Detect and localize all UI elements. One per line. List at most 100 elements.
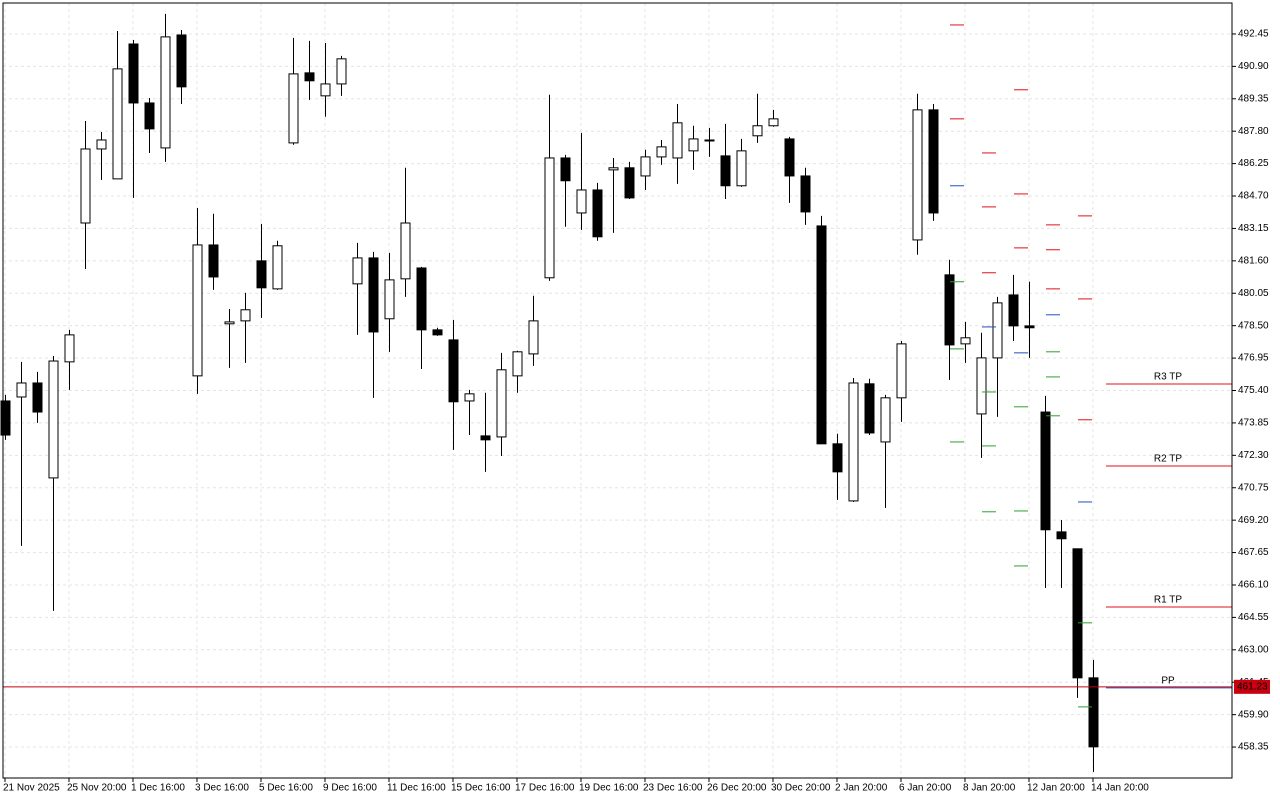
candle-body bbox=[608, 167, 619, 171]
labels: 492.45 490.90 489.35 487.80 486.25 484.70 483.… bbox=[3, 29, 1270, 794]
x-tick-label: 3 Dec 16:00 bbox=[195, 783, 249, 794]
candle-body bbox=[64, 334, 75, 363]
candle-body bbox=[736, 150, 747, 187]
y-tick-label: 478.50 bbox=[1238, 320, 1269, 331]
candle-body bbox=[640, 156, 651, 177]
y-tick-label: 484.70 bbox=[1238, 191, 1269, 202]
candle-body bbox=[176, 34, 187, 88]
candle-body bbox=[0, 400, 11, 436]
y-tick-label: 481.60 bbox=[1238, 255, 1269, 266]
x-tick-label: 1 Dec 16:00 bbox=[131, 783, 185, 794]
last-price-label: 461.23 bbox=[1237, 681, 1268, 692]
candle-body bbox=[16, 382, 27, 398]
candle-body bbox=[320, 83, 331, 97]
candle-body bbox=[928, 109, 939, 214]
candle-body bbox=[304, 72, 315, 82]
x-tick-label: 26 Dec 20:00 bbox=[707, 783, 767, 794]
x-tick-label: 25 Nov 20:00 bbox=[67, 783, 127, 794]
candle-body bbox=[288, 73, 299, 144]
candle-body bbox=[784, 138, 795, 177]
last-price-tag bbox=[1234, 679, 1270, 694]
x-tick-label: 11 Dec 16:00 bbox=[387, 783, 446, 794]
candle-body bbox=[240, 309, 251, 322]
y-tick-label: 492.45 bbox=[1238, 29, 1269, 40]
candle-body bbox=[832, 443, 843, 473]
y-tick-label: 459.90 bbox=[1238, 709, 1269, 720]
level-label: PP bbox=[1161, 676, 1175, 687]
y-tick-label: 470.75 bbox=[1238, 482, 1269, 493]
y-tick-label: 463.00 bbox=[1238, 644, 1269, 655]
level-label: R2 TP bbox=[1154, 454, 1182, 465]
candle-body bbox=[912, 109, 923, 241]
candle-body bbox=[592, 189, 603, 238]
y-tick-label: 473.85 bbox=[1238, 418, 1269, 429]
y-tick-label: 464.55 bbox=[1238, 612, 1269, 623]
candle-body bbox=[560, 157, 571, 182]
x-tick-label: 14 Jan 20:00 bbox=[1091, 783, 1149, 794]
x-tick-label: 17 Dec 16:00 bbox=[515, 783, 575, 794]
candle-body bbox=[416, 267, 427, 331]
candle-body bbox=[336, 58, 347, 85]
y-tick-label: 458.35 bbox=[1238, 742, 1269, 753]
x-tick-label: 15 Dec 16:00 bbox=[451, 783, 511, 794]
candle-body bbox=[528, 320, 539, 355]
candle-body bbox=[368, 257, 379, 333]
candle-body bbox=[864, 383, 875, 434]
x-tick-label: 6 Jan 20:00 bbox=[899, 783, 952, 794]
candle-body bbox=[464, 393, 475, 402]
candle-body bbox=[720, 155, 731, 187]
x-tick-label: 30 Dec 20:00 bbox=[771, 783, 831, 794]
x-tick-label: 8 Jan 20:00 bbox=[963, 783, 1016, 794]
y-tick-label: 467.65 bbox=[1238, 547, 1269, 558]
candle-body bbox=[800, 175, 811, 213]
y-tick-label: 490.90 bbox=[1238, 61, 1269, 72]
candle-body bbox=[480, 435, 491, 441]
candle-body bbox=[192, 244, 203, 377]
candle-body bbox=[272, 245, 283, 290]
candle-body bbox=[496, 369, 507, 438]
candle-body bbox=[624, 167, 635, 199]
candle-body bbox=[688, 138, 699, 152]
y-tick-label: 483.15 bbox=[1238, 223, 1269, 234]
x-tick-label: 9 Dec 16:00 bbox=[323, 783, 377, 794]
y-tick-label: 487.80 bbox=[1238, 126, 1269, 137]
x-tick-label: 2 Jan 20:00 bbox=[835, 783, 888, 794]
y-tick-label: 469.20 bbox=[1238, 515, 1269, 526]
candle-body bbox=[224, 321, 235, 325]
candle-body bbox=[1088, 677, 1099, 748]
candle-body bbox=[1008, 294, 1019, 327]
candle-body bbox=[704, 139, 715, 142]
candle-body bbox=[384, 279, 395, 320]
candle-body bbox=[32, 382, 43, 413]
level-label: R1 TP bbox=[1154, 595, 1182, 606]
x-tick-label: 19 Dec 16:00 bbox=[579, 783, 639, 794]
candle-body bbox=[352, 257, 363, 285]
candle-body bbox=[128, 43, 139, 104]
candle-body bbox=[992, 302, 1003, 359]
candle-body bbox=[848, 382, 859, 502]
candle-body bbox=[896, 343, 907, 399]
y-tick-label: 475.40 bbox=[1238, 385, 1269, 396]
candle-body bbox=[672, 122, 683, 159]
candle-body bbox=[544, 157, 555, 279]
level-label: R3 TP bbox=[1154, 372, 1182, 383]
candle-body bbox=[160, 36, 171, 149]
candle-body bbox=[96, 139, 107, 150]
candle-body bbox=[256, 260, 267, 289]
candle-body bbox=[576, 189, 587, 214]
y-tick-label: 480.05 bbox=[1238, 288, 1269, 299]
candle-body bbox=[400, 222, 411, 280]
candle-body bbox=[1024, 325, 1035, 329]
candle-body bbox=[432, 329, 443, 336]
candle-body bbox=[768, 118, 779, 127]
candle-body bbox=[816, 225, 827, 445]
candle-body bbox=[656, 146, 667, 158]
candle-body bbox=[960, 337, 971, 345]
candle-body bbox=[512, 351, 523, 377]
candle-body bbox=[1072, 548, 1083, 679]
candle-body bbox=[880, 397, 891, 443]
x-tick-label: 23 Dec 16:00 bbox=[643, 783, 703, 794]
y-tick-label: 489.35 bbox=[1238, 93, 1269, 104]
candle-body bbox=[448, 339, 459, 403]
